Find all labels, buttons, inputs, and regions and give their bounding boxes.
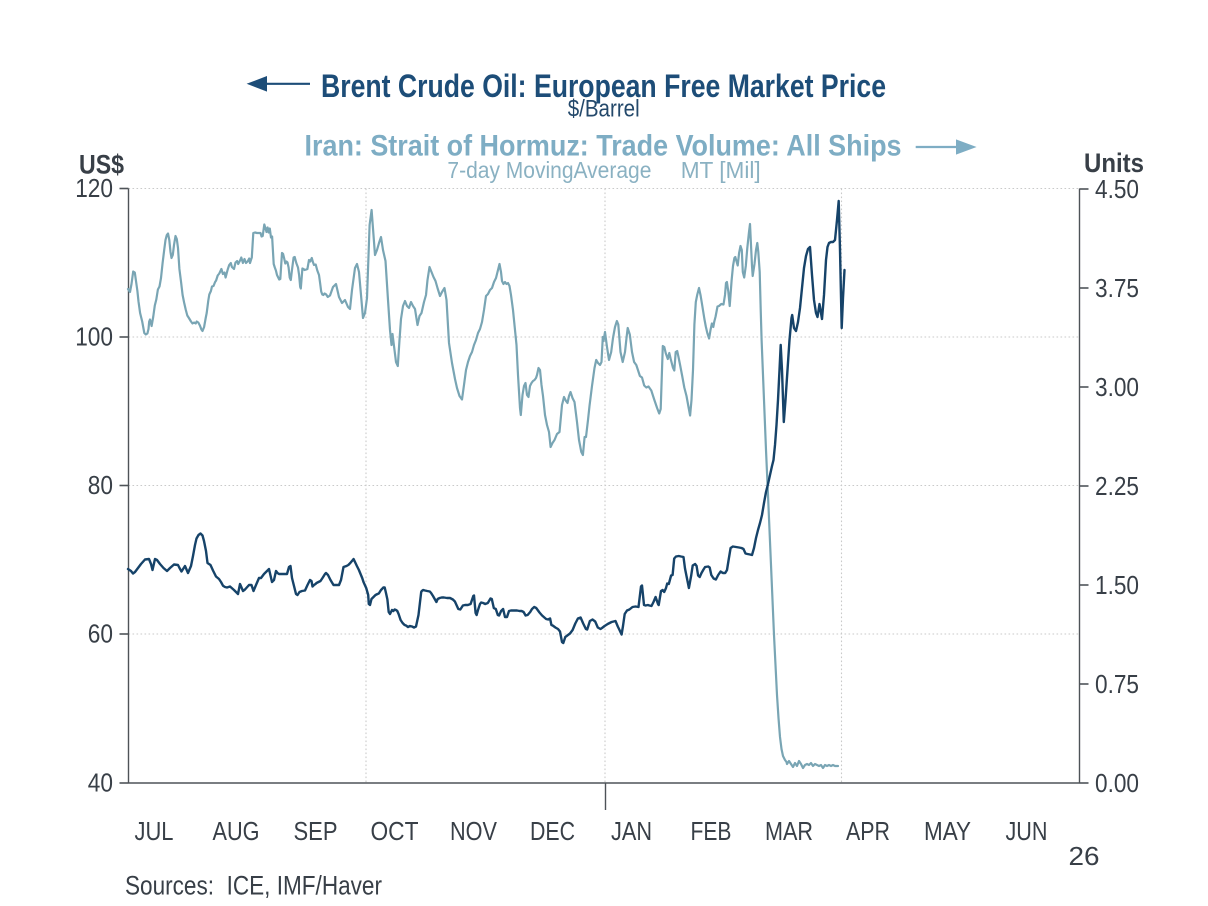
svg-text:Iran: Strait of Hormuz: Trade: Iran: Strait of Hormuz: Trade Volume: Al… — [305, 130, 902, 163]
svg-text:7-day MovingAverage: 7-day MovingAverage — [447, 157, 651, 183]
svg-text:Units: Units — [1084, 148, 1144, 178]
svg-text:40: 40 — [88, 767, 113, 797]
svg-text:0.00: 0.00 — [1095, 768, 1139, 798]
svg-text:Brent Crude Oil: European Free: Brent Crude Oil: European Free Market Pr… — [321, 68, 886, 104]
svg-text:OCT: OCT — [371, 816, 419, 846]
svg-text:60: 60 — [88, 618, 113, 648]
svg-text:US$: US$ — [79, 150, 124, 180]
svg-text:AUG: AUG — [213, 816, 260, 846]
svg-text:120: 120 — [75, 173, 113, 203]
svg-text:MAY: MAY — [924, 816, 971, 846]
svg-text:3.00: 3.00 — [1095, 372, 1139, 402]
svg-text:FEB: FEB — [691, 816, 732, 846]
svg-text:DEC: DEC — [530, 816, 575, 846]
svg-text:JUL: JUL — [135, 816, 174, 846]
svg-text:MAR: MAR — [765, 816, 813, 846]
svg-text:0.75: 0.75 — [1095, 669, 1139, 699]
svg-text:100: 100 — [75, 321, 113, 351]
svg-text:NOV: NOV — [450, 816, 498, 846]
svg-text:APR: APR — [846, 816, 890, 846]
svg-text:JUN: JUN — [1006, 816, 1048, 846]
svg-text:4.50: 4.50 — [1095, 174, 1139, 204]
svg-text:2.25: 2.25 — [1095, 471, 1139, 501]
svg-text:80: 80 — [88, 470, 113, 500]
svg-text:$/Barrel: $/Barrel — [568, 96, 640, 123]
svg-text:MT [Mil]: MT [Mil] — [681, 157, 761, 183]
svg-text:Sources: ICE, IMF/Haver: Sources: ICE, IMF/Haver — [125, 871, 382, 901]
svg-text:3.75: 3.75 — [1095, 273, 1139, 303]
svg-text:26: 26 — [1069, 841, 1100, 871]
svg-text:1.50: 1.50 — [1095, 570, 1139, 600]
svg-text:JAN: JAN — [611, 816, 652, 846]
svg-text:SEP: SEP — [294, 816, 338, 846]
